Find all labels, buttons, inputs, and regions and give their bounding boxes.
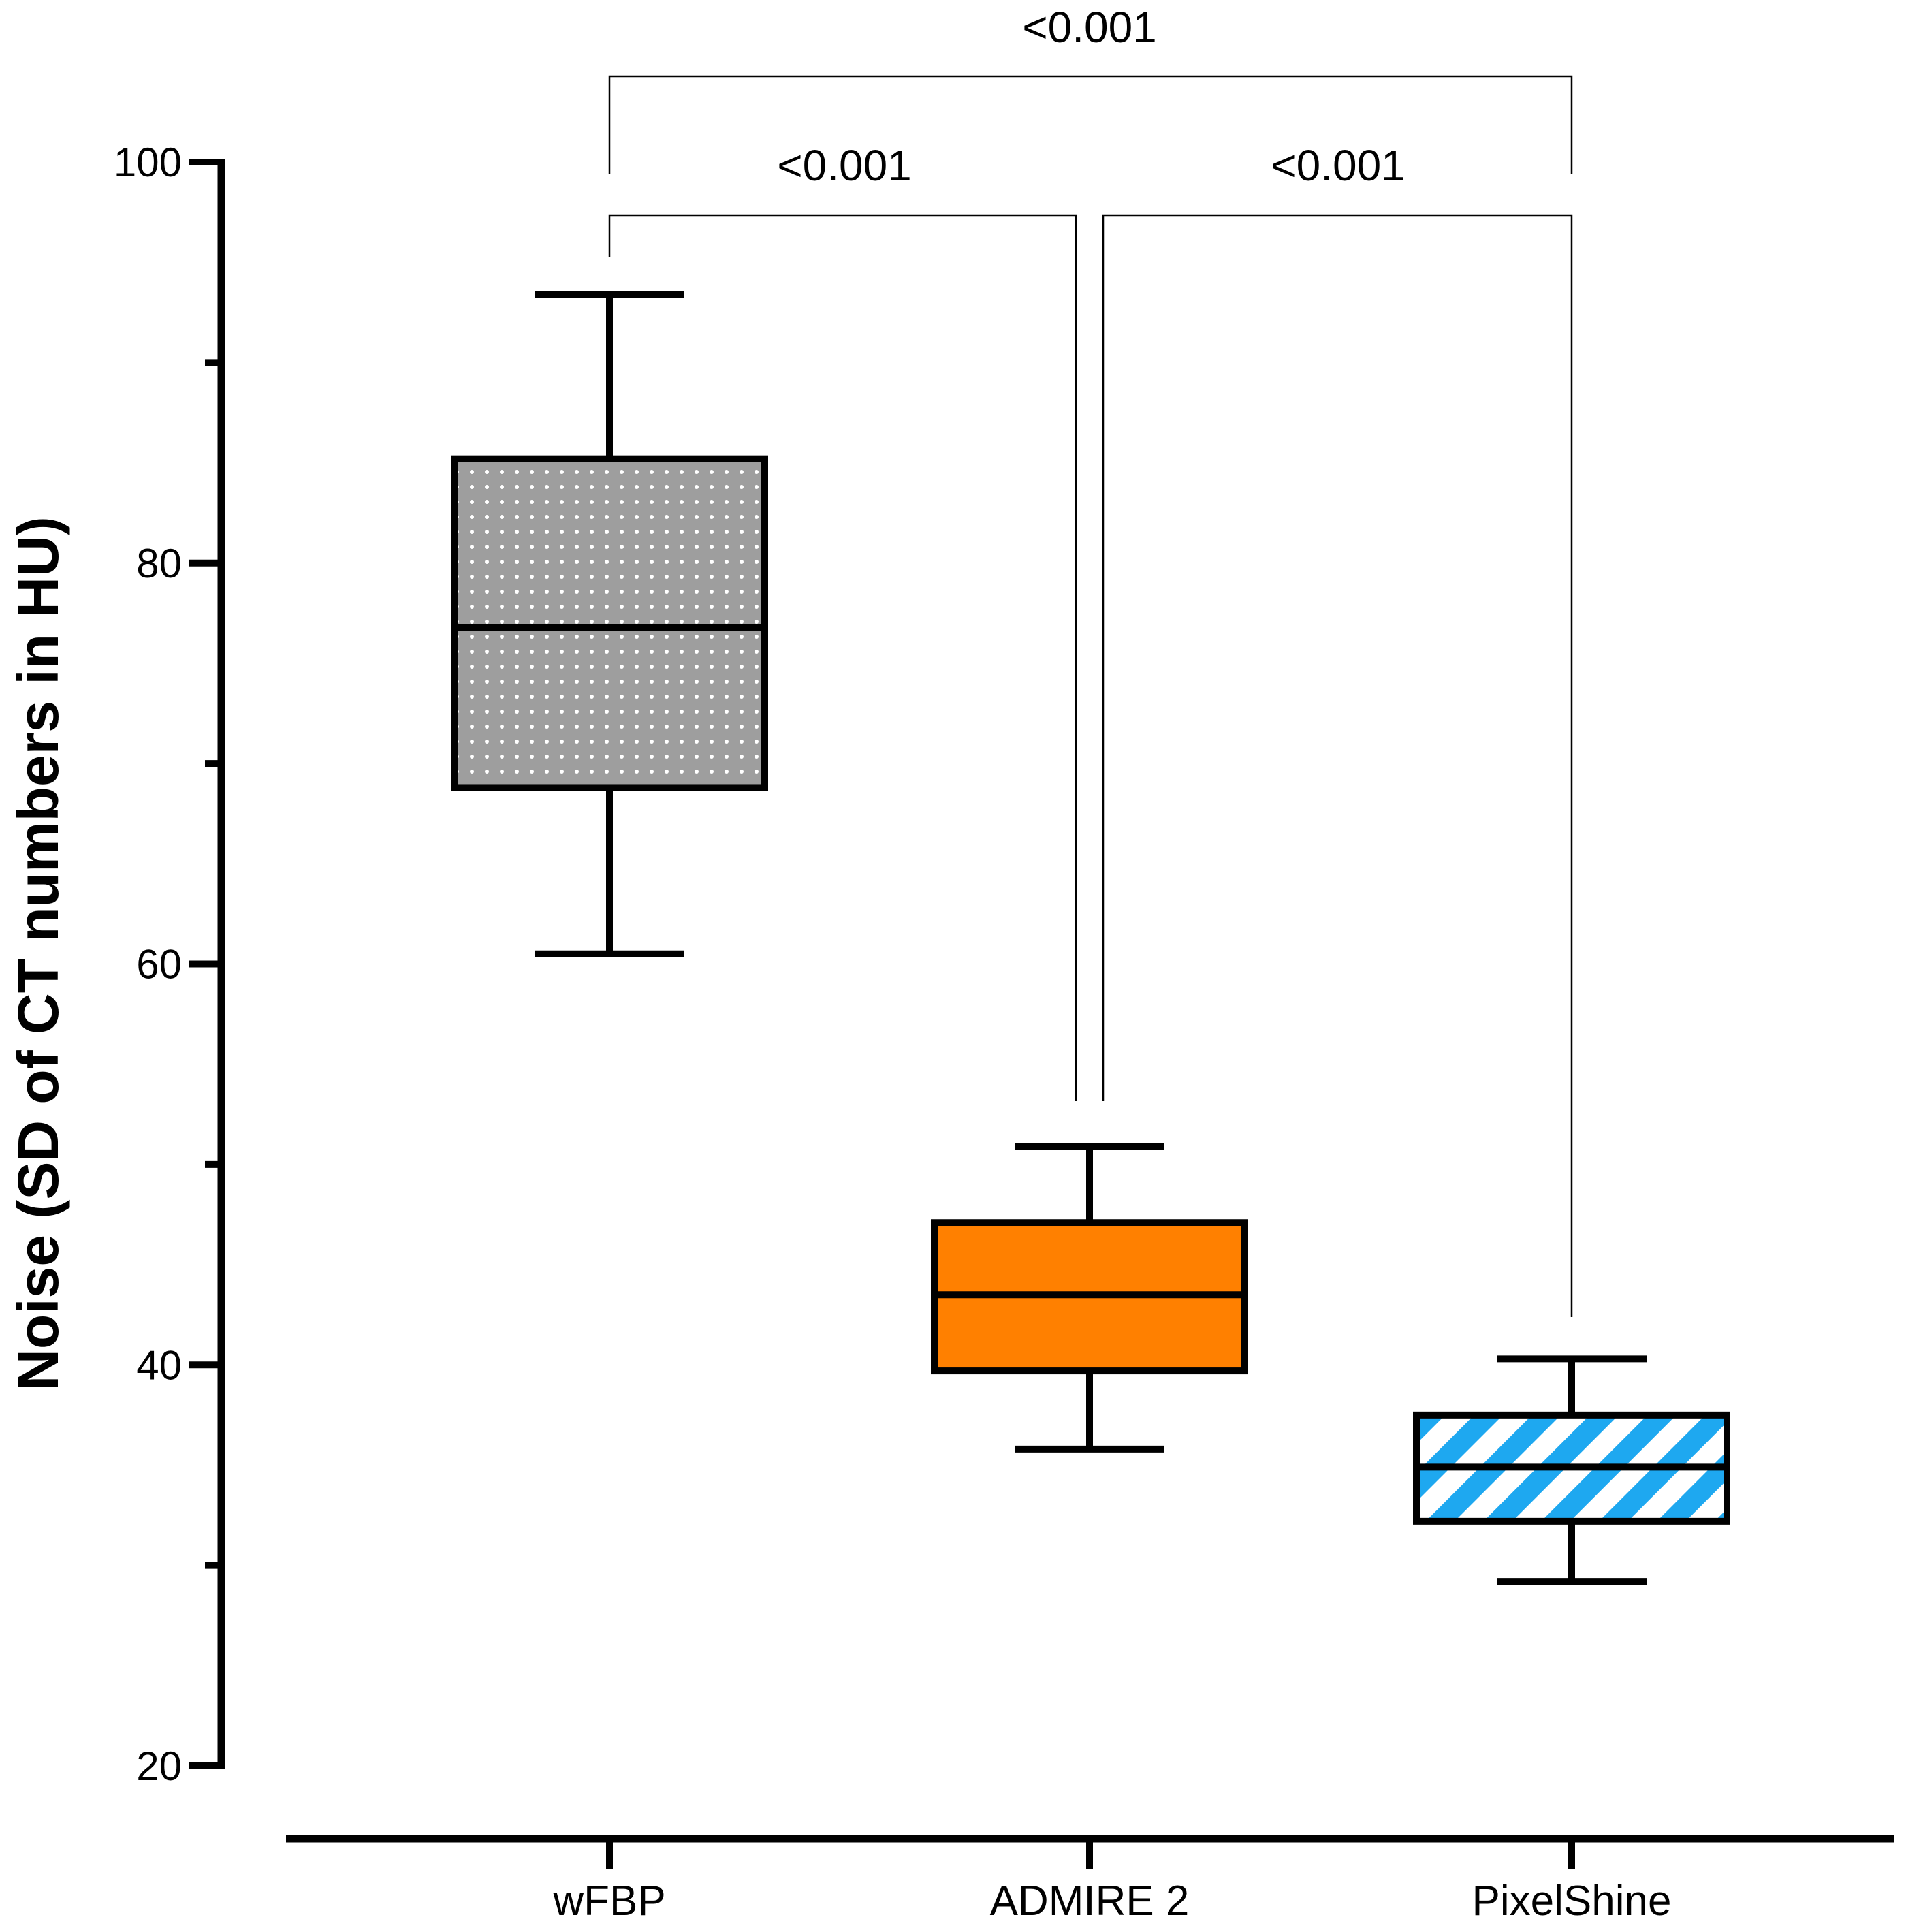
p-value-label: <0.001 [1022,3,1157,52]
box-pixelshine [1413,1355,1730,1585]
bracket-wfbp-vs-admire-2: <0.001 [608,141,1077,1101]
bracket-admire-2-vs-pixelshine: <0.001 [1102,141,1573,1317]
x-tick-label: PixelShine [1472,1878,1672,1925]
bracket-line [608,214,1077,1101]
bracket-line [1102,214,1573,1317]
p-value-label: <0.001 [777,141,912,190]
p-value-label: <0.001 [1271,141,1405,190]
y-axis-label: Noise (SD of CT numbers in HU) [6,516,70,1390]
significance-brackets: <0.001 <0.001 <0.001 [608,3,1573,1317]
y-tick-label: 100 [114,140,182,185]
y-tick-label: 60 [136,942,182,987]
y-tick-label: 40 [136,1342,182,1388]
boxes [451,291,1730,1585]
box-admire-2 [931,1143,1248,1453]
x-tick-label: ADMIRE 2 [990,1878,1190,1925]
y-tick-label: 20 [136,1743,182,1789]
axes: 20 40 60 80 100 wFBP ADMIRE 2 PixelShine [114,140,1894,1925]
iqr-box [451,455,768,791]
box-wfbp [451,291,768,957]
bracket-wfbp-vs-pixelshine: <0.001 [608,3,1573,174]
x-tick-label: wFBP [552,1878,665,1925]
y-tick-label: 80 [136,541,182,586]
bracket-line [608,75,1573,174]
